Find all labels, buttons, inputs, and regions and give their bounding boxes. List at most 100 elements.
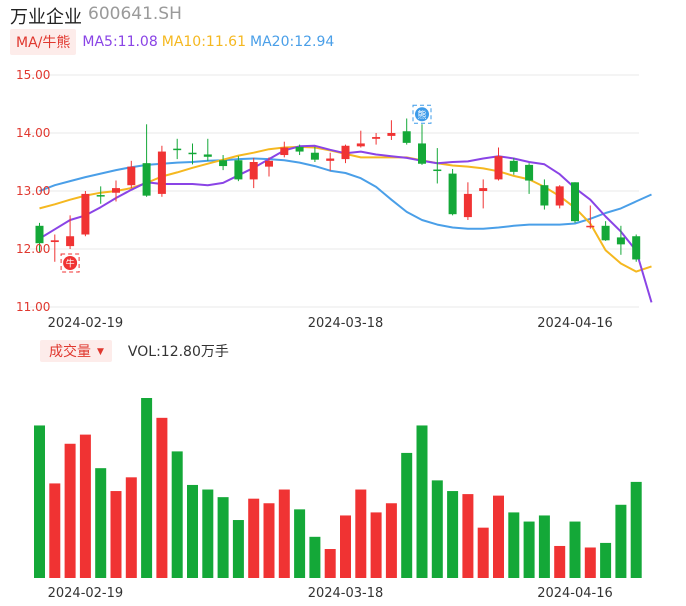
candle-body (571, 182, 579, 222)
date-tick-label: 2024-03-18 (308, 586, 384, 601)
candle-body (479, 188, 488, 191)
volume-bar (309, 536, 321, 578)
candlesticks (35, 118, 641, 262)
bear-signal-label: 熊 (417, 109, 426, 121)
candle-body (203, 154, 212, 157)
candle-body (234, 160, 243, 180)
candle-body (280, 147, 289, 156)
volume-bar (79, 434, 91, 578)
date-tick-label: 2024-02-19 (48, 316, 124, 331)
candle-body (448, 173, 457, 215)
volume-bar (156, 417, 168, 578)
volume-indicator-button[interactable]: 成交量 ▼ (40, 340, 112, 362)
volume-bar (125, 477, 137, 578)
volume-bar (416, 425, 428, 578)
candle-body (341, 145, 350, 160)
bull-signal-frame (60, 253, 80, 273)
bull-signal-label: 牛 (66, 258, 75, 270)
volume-bar (615, 504, 627, 578)
date-axis-volume: 2024-02-19 2024-03-18 2024-04-16 (48, 586, 613, 601)
volume-bar (523, 521, 535, 578)
candle-body (50, 240, 59, 243)
volume-bar (202, 489, 214, 578)
candle-body (326, 158, 335, 161)
candle-body (387, 133, 396, 136)
candle-body (81, 193, 90, 235)
candle-body (433, 169, 442, 172)
candle-body (188, 152, 197, 155)
ma20-line (39, 157, 652, 230)
volume-bar (340, 515, 351, 578)
candle-body (616, 237, 625, 245)
ma10-label: MA10:11.61 (161, 34, 247, 50)
volume-bar (187, 484, 198, 578)
price-grid (30, 74, 639, 308)
ma-legend: MA/牛熊 MA5:11.08 MA10:11.61 MA20:12.94 (10, 29, 338, 55)
volume-bar (355, 489, 367, 578)
volume-bar (49, 483, 61, 578)
date-tick-label: 2024-04-16 (537, 586, 613, 601)
volume-bar (569, 521, 581, 578)
caret-down-icon: ▼ (97, 347, 104, 357)
candle-body (525, 164, 534, 181)
volume-bar (385, 503, 397, 578)
volume-bar (477, 527, 489, 578)
candle-body (112, 188, 120, 193)
candle-body (509, 160, 518, 172)
date-axis-price: 2024-02-19 2024-03-18 2024-04-16 (48, 316, 613, 331)
volume-bar (141, 398, 153, 578)
candle-body (127, 166, 136, 186)
volume-bar (584, 547, 596, 578)
candle-body (35, 225, 44, 244)
candle-body (219, 160, 228, 167)
volume-bar (95, 468, 107, 578)
volume-bar (538, 515, 550, 578)
price-tick-label: 12.00 (16, 242, 50, 256)
volume-bar (462, 494, 474, 578)
candle-body (356, 143, 365, 147)
stock-code: 600641.SH (88, 4, 182, 24)
volume-bar (34, 425, 45, 578)
volume-bar (370, 512, 382, 578)
volume-bar (324, 549, 336, 578)
candle-body (555, 186, 564, 206)
candle-body (142, 163, 151, 196)
volume-bar (401, 452, 413, 578)
candle-body (632, 236, 641, 260)
volume-bar (493, 495, 504, 578)
volume-bar (554, 545, 566, 578)
volume-legend: 成交量 ▼ VOL:12.80万手 (40, 340, 229, 362)
volume-bar (630, 481, 642, 578)
volume-indicator-label: 成交量 (49, 344, 91, 360)
volume-bar (217, 497, 229, 578)
volume-bars (34, 398, 642, 578)
volume-bar (232, 520, 244, 578)
volume-value: VOL:12.80万手 (127, 344, 229, 360)
volume-bar (600, 542, 612, 578)
candle-body (249, 162, 258, 180)
candle-body (540, 185, 549, 206)
date-tick-label: 2024-03-18 (308, 316, 384, 331)
candle-body (494, 156, 503, 180)
candle-body (310, 152, 319, 160)
signal-markers: 牛熊 (60, 104, 432, 273)
candle-body (463, 193, 472, 218)
volume-bar (278, 489, 290, 578)
candle-body (66, 236, 75, 247)
ma20-label: MA20:12.94 (250, 34, 335, 50)
ma-type-button[interactable]: MA/牛熊 (10, 29, 77, 55)
volume-bar (263, 503, 275, 578)
volume-bar (294, 509, 306, 578)
date-tick-label: 2024-04-16 (537, 316, 613, 331)
candle-body (601, 225, 610, 241)
candle-body (586, 225, 595, 228)
date-tick-label: 2024-02-19 (48, 586, 124, 601)
volume-bar (110, 491, 122, 578)
bear-signal-icon (415, 107, 429, 122)
candle-body (265, 160, 273, 167)
ma5-label: MA5:11.08 (82, 34, 158, 50)
price-axis: 11.00 12.00 13.00 14.00 15.00 (16, 68, 50, 314)
volume-bar (431, 480, 443, 578)
price-tick-label: 13.00 (16, 184, 50, 198)
